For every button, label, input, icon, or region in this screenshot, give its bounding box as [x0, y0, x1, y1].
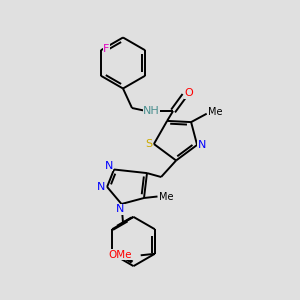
Text: N: N	[97, 182, 105, 192]
Text: F: F	[103, 44, 110, 54]
Text: N: N	[116, 204, 124, 214]
Text: S: S	[145, 139, 152, 149]
Text: OMe: OMe	[108, 250, 132, 260]
Text: N: N	[198, 140, 206, 150]
Text: Me: Me	[159, 191, 173, 202]
Text: NH: NH	[143, 106, 160, 116]
Text: Me: Me	[208, 107, 222, 117]
Text: N: N	[104, 161, 113, 171]
Text: O: O	[184, 88, 194, 98]
